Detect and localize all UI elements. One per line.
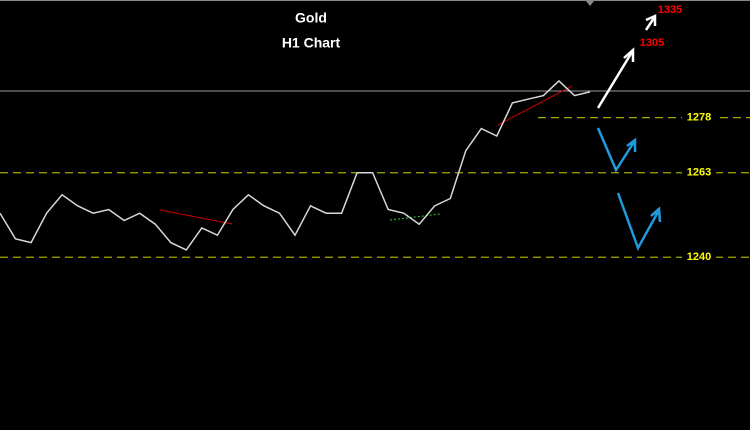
level-label: 1278 [687,112,711,124]
arrow-up [596,51,634,109]
price-line [0,79,591,251]
chart-subtitle: H1 Chart [282,35,341,51]
shift-marker [586,1,594,6]
trend-line [159,209,233,225]
arrow-head [650,206,662,223]
arrow-scenario [596,127,636,173]
arrow-head [626,137,637,152]
arrow-head [645,14,657,26]
trend-line [389,213,441,221]
level-label: 1240 [687,251,711,263]
level-label: 1263 [687,167,711,179]
target-label: 1335 [658,4,682,16]
arrow-scenario [616,192,660,252]
level-label-bg [682,109,716,125]
target-label: 1305 [640,37,664,49]
arrow-up [644,17,656,31]
level-label-bg [682,249,716,265]
arrow-head [623,47,635,62]
arrows [596,14,662,252]
chart-title: Gold [295,10,327,26]
level-label-bg [682,164,716,180]
trend-line [497,85,573,126]
